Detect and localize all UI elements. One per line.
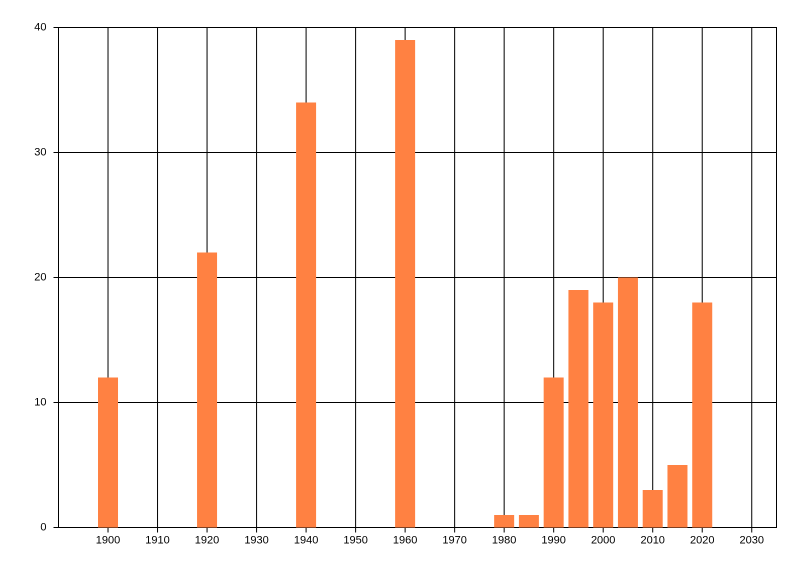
x-tick-label: 2030 — [739, 534, 763, 546]
bar — [98, 377, 119, 528]
y-tick-label: 40 — [34, 21, 46, 33]
bar — [197, 252, 218, 528]
y-tick-label: 20 — [34, 271, 46, 283]
bar — [518, 515, 539, 528]
x-tick-label: 1940 — [294, 534, 318, 546]
bar — [543, 377, 564, 528]
x-tick-label: 1980 — [492, 534, 516, 546]
bar — [617, 277, 638, 528]
bar — [593, 302, 614, 528]
bar — [494, 515, 515, 528]
y-tick-label: 10 — [34, 396, 46, 408]
y-tick-label: 0 — [40, 521, 46, 533]
x-tick-label: 1990 — [541, 534, 565, 546]
bar — [642, 490, 663, 528]
x-tick-label: 2010 — [640, 534, 664, 546]
x-tick-label: 1960 — [393, 534, 417, 546]
bar — [296, 102, 317, 528]
bar — [568, 290, 589, 528]
bar — [395, 40, 416, 528]
x-tick-label: 1970 — [442, 534, 466, 546]
x-tick-label: 1920 — [195, 534, 219, 546]
x-tick-label: 2000 — [591, 534, 615, 546]
x-tick-label: 2020 — [690, 534, 714, 546]
x-tick-label: 1930 — [244, 534, 268, 546]
x-tick-label: 1910 — [145, 534, 169, 546]
bar — [692, 302, 713, 528]
bar — [667, 465, 688, 528]
x-tick-label: 1950 — [343, 534, 367, 546]
y-tick-label: 30 — [34, 146, 46, 158]
x-tick-label: 1900 — [96, 534, 120, 546]
